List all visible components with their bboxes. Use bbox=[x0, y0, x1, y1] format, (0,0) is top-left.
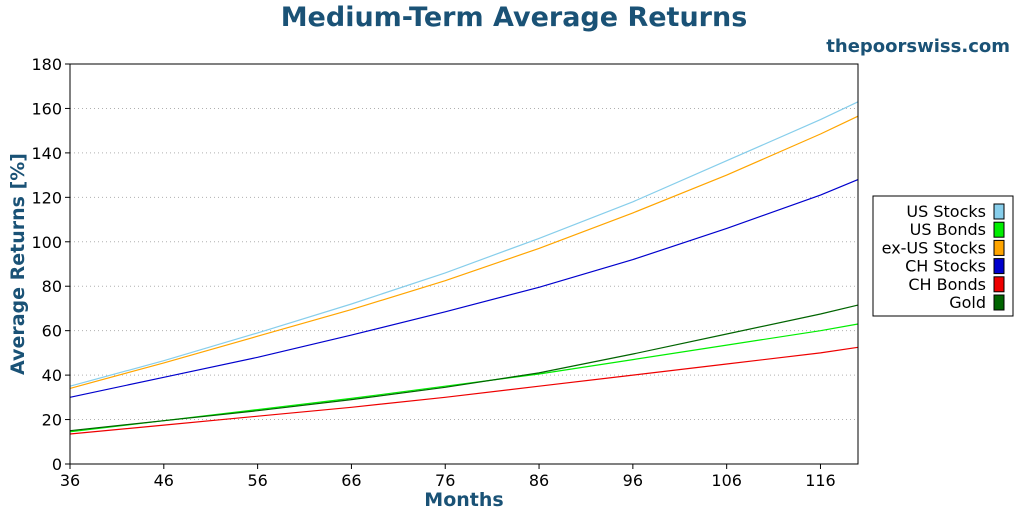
series-line-ex-us-stocks bbox=[69, 115, 859, 389]
legend-swatch bbox=[993, 203, 1005, 220]
legend-label: Gold bbox=[949, 293, 986, 312]
series-line-ch-bonds bbox=[69, 346, 859, 435]
legend-swatch bbox=[993, 294, 1005, 311]
legend-label: CH Stocks bbox=[905, 257, 986, 276]
watermark-text: thepoorswiss.com bbox=[826, 36, 1010, 57]
gridlines bbox=[70, 107, 858, 421]
legend-swatch bbox=[993, 258, 1005, 275]
y-tick-label: 140 bbox=[31, 144, 62, 163]
series-line-gold bbox=[69, 304, 859, 432]
x-axis-label: Months bbox=[424, 489, 503, 511]
x-tick-label: 56 bbox=[247, 471, 267, 490]
x-tick-label: 96 bbox=[623, 471, 643, 490]
x-tick-label: 76 bbox=[435, 471, 455, 490]
series-line-ch-stocks bbox=[69, 179, 859, 398]
y-tick-label: 120 bbox=[31, 188, 62, 207]
y-axis-label: Average Returns [%] bbox=[7, 153, 29, 375]
x-tick-label: 36 bbox=[60, 471, 80, 490]
series-line-us-bonds bbox=[69, 323, 859, 433]
y-tick-label: 0 bbox=[52, 455, 62, 474]
y-tick-label: 160 bbox=[31, 99, 62, 118]
chart-title: Medium-Term Average Returns bbox=[281, 2, 748, 33]
y-tick-label: 40 bbox=[42, 366, 62, 385]
series-lines bbox=[69, 101, 859, 435]
x-tick-label: 66 bbox=[341, 471, 361, 490]
x-tick-label: 86 bbox=[529, 471, 549, 490]
x-tick-label: 116 bbox=[805, 471, 836, 490]
y-axis-ticks: 0 20 40 60 80 100 120 140 160 180 bbox=[31, 55, 70, 474]
plot-area-frame bbox=[69, 63, 859, 465]
y-tick-label: 80 bbox=[42, 277, 62, 296]
legend-swatch bbox=[993, 221, 1005, 238]
legend-label: CH Bonds bbox=[908, 275, 986, 294]
y-tick-label: 20 bbox=[42, 411, 62, 430]
y-tick-label: 60 bbox=[42, 322, 62, 341]
legend-label: ex-US Stocks bbox=[882, 238, 986, 257]
x-tick-label: 106 bbox=[711, 471, 742, 490]
legend-swatch bbox=[993, 276, 1005, 293]
legend-label: US Stocks bbox=[906, 202, 986, 221]
y-tick-label: 180 bbox=[31, 55, 62, 74]
x-tick-label: 46 bbox=[154, 471, 174, 490]
legend-label: US Bonds bbox=[910, 220, 986, 239]
y-tick-label: 100 bbox=[31, 233, 62, 252]
x-axis-ticks: 36 46 56 66 76 86 96 106 116 bbox=[60, 464, 836, 490]
legend-swatch bbox=[993, 239, 1005, 256]
series-line-us-stocks bbox=[69, 101, 859, 387]
legend-box bbox=[872, 195, 1014, 317]
